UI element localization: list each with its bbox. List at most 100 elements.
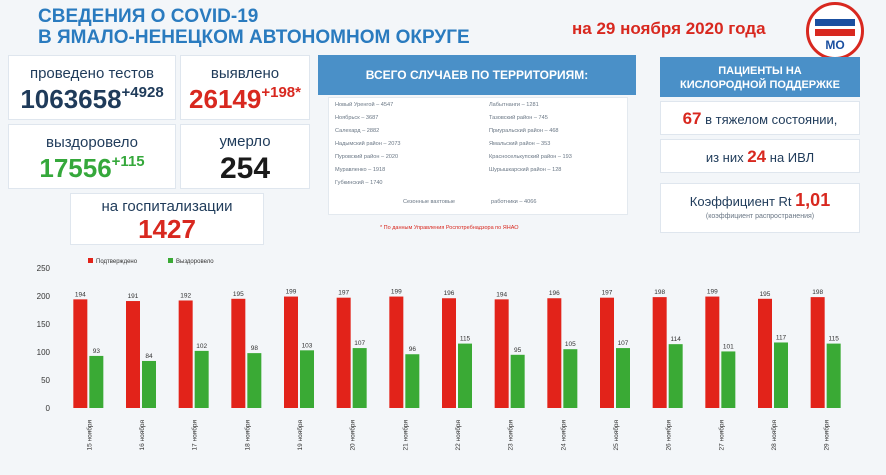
x-tick-label: 16 ноября	[138, 420, 146, 451]
bar-recovered	[563, 349, 578, 408]
territory-item: Салехард – 2882	[335, 128, 380, 134]
bar-recovered	[352, 348, 367, 408]
recovered-value: 17556+115	[39, 153, 145, 183]
title-line-1: СВЕДЕНИЯ О COVID-19	[38, 6, 259, 27]
logo-text: МО	[825, 38, 845, 52]
bar-recovered	[668, 344, 683, 408]
title-line-2: В ЯМАЛО-НЕНЕЦКОМ АВТОНОМНОМ ОКРУГЕ	[38, 27, 470, 48]
bar-recovered	[826, 343, 841, 408]
bar-value-label: 93	[93, 348, 101, 355]
bar-recovered	[194, 350, 209, 408]
bar-value-label: 198	[654, 289, 665, 296]
territory-item: Приуральский район – 468	[489, 128, 559, 134]
x-tick-label: 19 ноября	[296, 420, 304, 451]
died-label: умерло	[219, 133, 271, 150]
oxygen-ivl-row: из них 24 на ИВЛ	[660, 139, 860, 173]
bar-recovered	[405, 354, 420, 408]
severe-label: в тяжелом состоянии,	[705, 112, 838, 127]
tests-card: проведено тестов 1063658+4928	[8, 55, 176, 120]
rt-label: Коэффициент Rt	[689, 194, 792, 209]
bar-confirmed	[336, 297, 351, 408]
territories-title: ВСЕГО СЛУЧАЕВ ПО ТЕРРИТОРИЯМ:	[318, 55, 636, 95]
bar-recovered	[510, 354, 525, 408]
bar-value-label: 199	[707, 289, 718, 296]
legend-swatch	[168, 258, 173, 263]
x-tick-label: 23 ноября	[507, 420, 515, 451]
bar-value-label: 95	[514, 347, 522, 354]
bar-confirmed	[494, 299, 509, 408]
bar-value-label: 115	[460, 336, 471, 343]
territory-item: Новый Уренгой – 4547	[335, 102, 394, 108]
bar-value-label: 115	[828, 336, 839, 343]
x-tick-label: 26 ноября	[665, 420, 673, 451]
bar-value-label: 103	[302, 342, 313, 349]
bar-confirmed	[758, 298, 772, 408]
tests-label: проведено тестов	[29, 65, 155, 82]
bar-confirmed	[126, 301, 140, 408]
bar-value-label: 192	[180, 292, 191, 299]
legend-swatch	[88, 258, 93, 263]
territories-list: Новый Уренгой – 4547 Ноябрьск – 3687 Сал…	[328, 97, 628, 215]
recovered-card: выздоровело 17556+115	[8, 124, 176, 189]
bar-confirmed	[73, 299, 88, 408]
ivl-label: на ИВЛ	[769, 150, 815, 165]
bar-value-label: 105	[565, 341, 576, 348]
legend-label: Подтверждено	[96, 259, 138, 265]
territory-item: Красноселькупский район – 193	[489, 154, 572, 160]
bar-value-label: 96	[409, 346, 417, 353]
territory-item: Ямальский район – 353	[489, 141, 551, 147]
bar-value-label: 196	[549, 290, 560, 297]
bar-recovered	[774, 342, 788, 408]
detected-card: выявлено 26149+198*	[180, 55, 310, 120]
territory-item: Губкинский – 1740	[335, 180, 383, 186]
bar-confirmed	[547, 298, 562, 408]
x-tick-label: 21 ноября	[401, 420, 409, 451]
bar-value-label: 107	[354, 340, 365, 347]
x-tick-label: 24 ноября	[559, 420, 567, 451]
x-tick-label: 22 ноября	[454, 420, 462, 451]
tests-delta: +4928	[121, 84, 164, 101]
bar-recovered	[616, 348, 630, 408]
bar-value-label: 84	[145, 353, 153, 360]
territory-item: Тазовский район – 745	[489, 115, 548, 121]
hospital-value: 1427	[138, 214, 196, 244]
rt-value: 1,01	[795, 190, 831, 210]
territories-note: * По данным Управления Роспотребнадзора …	[380, 225, 519, 231]
y-tick-label: 100	[37, 348, 51, 357]
bar-value-label: 191	[128, 293, 139, 300]
bar-value-label: 107	[618, 340, 629, 347]
territory-item: Лабытнанги – 1281	[489, 102, 539, 108]
bar-value-label: 197	[602, 290, 613, 297]
territory-item: Надымский район – 2073	[335, 141, 401, 147]
territory-item: Муравленко – 1918	[335, 167, 386, 173]
rt-sub: (коэффициент распространения)	[705, 213, 815, 220]
x-tick-label: 27 ноября	[717, 420, 725, 451]
territory-item-seasonal: Сезонные вахтовые	[403, 199, 455, 205]
bar-value-label: 195	[760, 291, 771, 298]
x-tick-label: 20 ноября	[349, 420, 357, 451]
ivl-value: 24	[747, 147, 767, 166]
bar-confirmed	[389, 296, 404, 408]
territory-item: Ноябрьск – 3687	[335, 115, 379, 121]
bar-value-label: 196	[444, 290, 455, 297]
detected-label: выявлено	[210, 65, 280, 82]
x-tick-label: 17 ноября	[191, 420, 199, 451]
territory-item: Шурышкарский район – 128	[489, 167, 562, 173]
tests-value: 1063658+4928	[20, 84, 164, 114]
detected-delta: +198*	[261, 84, 301, 101]
recovered-label: выздоровело	[46, 134, 138, 151]
bar-recovered	[142, 360, 156, 408]
y-tick-label: 250	[37, 264, 51, 273]
bar-value-label: 194	[75, 291, 86, 298]
bar-value-label: 114	[670, 336, 681, 343]
bar-value-label: 98	[251, 345, 259, 352]
report-date: на 29 ноября 2020 года	[572, 19, 766, 38]
bar-confirmed	[810, 297, 825, 408]
bar-value-label: 194	[496, 291, 507, 298]
chart-bars: 194 93 191 84 192 102 195 98 199 103 197 107 199 96 19…	[73, 289, 841, 408]
bar-value-label: 198	[812, 289, 823, 296]
bar-confirmed	[652, 297, 667, 408]
oxygen-severe-row: 67 в тяжелом состоянии,	[660, 101, 860, 135]
severe-value: 67	[682, 109, 702, 128]
died-card: умерло 254	[180, 124, 310, 189]
